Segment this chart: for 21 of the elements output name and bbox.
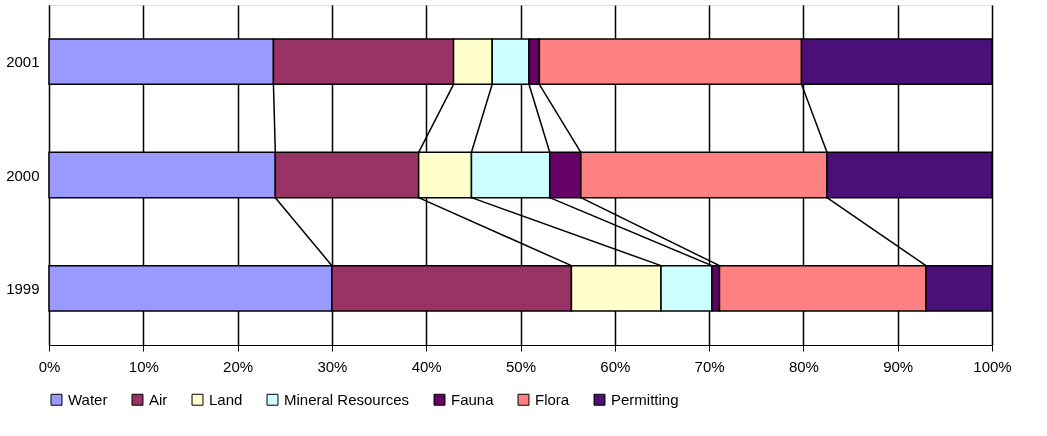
legend-label: Fauna [451,390,495,408]
y-tick-label: 1999 [6,279,40,297]
x-tick-label: 20% [223,357,254,375]
legend-label: Water [68,390,108,408]
legend-label: Land [209,390,243,408]
legend-label: Permitting [611,390,679,408]
legend-label: Flora [535,390,570,408]
x-tick-label: 30% [317,357,348,375]
x-tick-label: 70% [694,357,725,375]
x-tick-label: 10% [128,357,159,375]
x-tick-label: 60% [600,357,631,375]
y-tick-label: 2001 [6,53,40,71]
x-tick-label: 100% [973,357,1012,375]
legend-label: Mineral Resources [284,390,410,408]
y-tick-label: 2000 [6,166,40,184]
x-tick-label: 40% [411,357,442,375]
x-tick-label: 90% [883,357,914,375]
legend-label: Air [149,390,168,408]
x-tick-label: 50% [505,357,537,375]
x-tick-label: 0% [38,357,61,375]
x-tick-label: 80% [788,357,819,375]
